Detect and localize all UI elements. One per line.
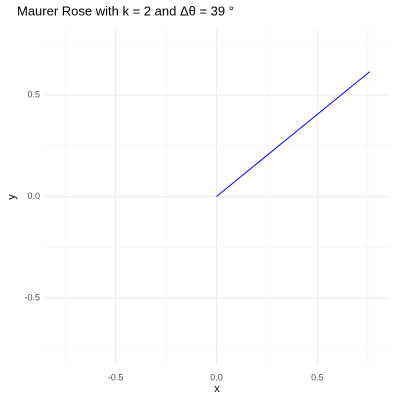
y-tick-label: 0.5 xyxy=(27,89,40,99)
y-tick-label: -0.5 xyxy=(24,292,40,302)
y-tick-label: 0.0 xyxy=(27,191,40,201)
rose-line xyxy=(216,71,371,197)
x-tick-label: 0.0 xyxy=(210,372,223,382)
chart-title: Maurer Rose with k = 2 and Δθ = 39 ° xyxy=(17,3,234,18)
x-axis-title: x xyxy=(214,383,220,395)
x-tick-label: 0.5 xyxy=(311,372,324,382)
x-tick-label: -0.5 xyxy=(108,372,124,382)
y-axis-title: y xyxy=(6,194,18,200)
